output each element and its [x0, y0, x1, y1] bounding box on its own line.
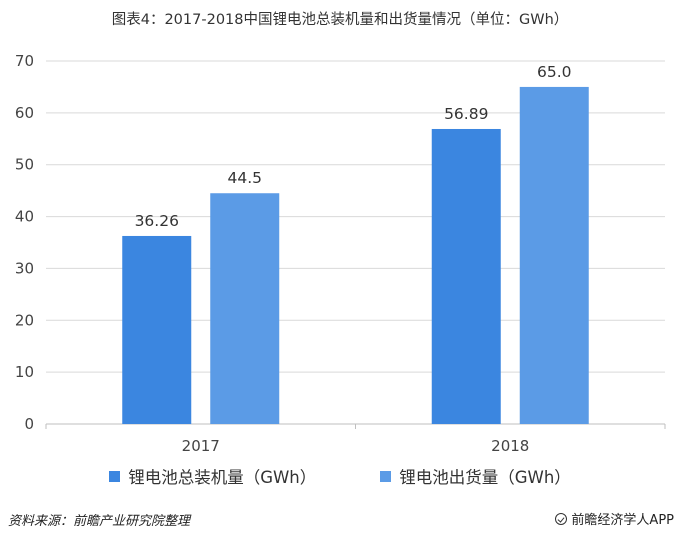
brand-credit: 前瞻经济学人APP — [555, 509, 674, 528]
bar-2017-series-1 — [122, 235, 192, 424]
bar-2018-series-1 — [431, 128, 501, 424]
legend-item-installed: 锂电池总装机量（GWh） — [109, 464, 316, 488]
y-tick-label: 0 — [24, 415, 34, 433]
y-tick-label: 30 — [15, 259, 34, 277]
data-label: 36.26 — [135, 212, 179, 230]
legend-item-shipment: 锂电池出货量（GWh） — [380, 464, 571, 488]
data-label: 56.89 — [444, 105, 488, 123]
brand-logo-icon — [555, 512, 568, 525]
chart-title: 图表4：2017-2018中国锂电池总装机量和出货量情况（单位：GWh） — [111, 12, 569, 28]
source-note: 资料来源：前瞻产业研究院整理 — [8, 514, 191, 529]
data-label: 44.5 — [227, 169, 262, 187]
y-tick-label: 70 — [15, 52, 34, 70]
y-tick-label: 50 — [15, 156, 34, 174]
legend-label-shipment: 锂电池出货量（GWh） — [399, 468, 571, 487]
legend-label-installed: 锂电池总装机量（GWh） — [128, 468, 317, 487]
y-tick-label: 60 — [15, 104, 34, 122]
x-tick-label: 2018 — [491, 437, 529, 455]
brand-name: 前瞻经济学人APP — [571, 513, 674, 528]
y-tick-label: 10 — [15, 363, 34, 381]
bar-2017-series-2 — [210, 193, 280, 424]
bars — [122, 86, 589, 424]
legend-swatch-shipment — [380, 470, 392, 482]
y-tick-label: 40 — [15, 208, 34, 226]
legend: 锂电池总装机量（GWh） 锂电池出货量（GWh） — [0, 464, 680, 488]
legend-swatch-installed — [109, 470, 121, 482]
data-labels: 36.26 44.5 56.89 65.0 — [135, 63, 572, 230]
bar-2018-series-2 — [519, 86, 589, 424]
y-tick-label: 20 — [15, 311, 34, 329]
x-tick-label: 2017 — [182, 437, 220, 455]
bar-chart: 0 10 20 30 40 50 60 70 2017 2018 36.26 44.5 56.89 65… — [15, 52, 666, 455]
data-label: 65.0 — [537, 63, 572, 81]
